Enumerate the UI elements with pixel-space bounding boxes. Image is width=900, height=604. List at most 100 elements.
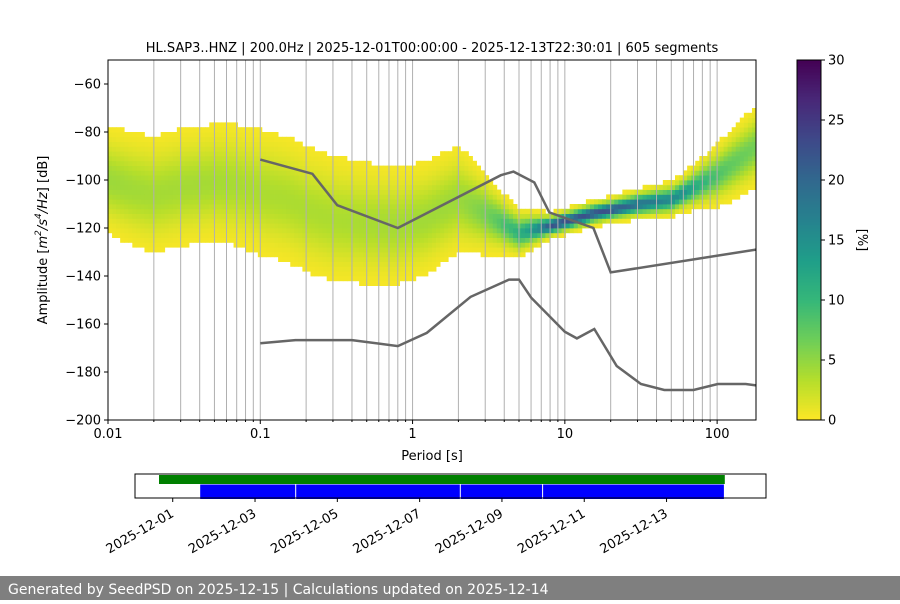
heatmap-cell bbox=[415, 199, 421, 205]
heatmap-cell bbox=[128, 184, 133, 190]
heatmap-cell bbox=[108, 136, 113, 142]
heatmap-cell bbox=[407, 271, 413, 277]
y-label-part-4: / bbox=[36, 224, 51, 231]
heatmap-cell bbox=[294, 252, 299, 258]
heatmap-cell bbox=[225, 146, 230, 152]
heatmap-cell bbox=[351, 271, 356, 277]
heatmap-cell bbox=[124, 156, 129, 162]
heatmap-cell bbox=[294, 184, 299, 190]
heatmap-cell bbox=[375, 237, 380, 243]
heatmap-cell bbox=[683, 175, 688, 181]
heatmap-cell bbox=[379, 242, 384, 248]
heatmap-cell bbox=[375, 280, 380, 286]
heatmap-cell bbox=[322, 218, 328, 224]
heatmap-cell bbox=[168, 204, 174, 210]
heatmap-cell bbox=[144, 199, 149, 205]
heatmap-cell bbox=[152, 204, 157, 210]
heatmap-cell bbox=[156, 232, 162, 238]
heatmap-cell bbox=[589, 199, 595, 205]
heatmap-cell bbox=[444, 256, 449, 262]
heatmap-cell bbox=[699, 194, 704, 200]
heatmap-cell bbox=[351, 242, 356, 248]
heatmap-cell bbox=[209, 132, 214, 138]
heatmap-cell bbox=[346, 252, 352, 258]
heatmap-cell bbox=[120, 237, 125, 243]
heatmap-cell bbox=[338, 242, 344, 248]
heatmap-cell bbox=[492, 247, 498, 253]
heatmap-cell bbox=[415, 180, 421, 186]
heatmap-cell bbox=[156, 242, 162, 248]
heatmap-cell bbox=[217, 127, 222, 133]
heatmap-cell bbox=[500, 247, 506, 253]
heatmap-cell bbox=[703, 156, 708, 162]
heatmap-cell bbox=[270, 156, 275, 162]
heatmap-cell bbox=[193, 156, 198, 162]
heatmap-cell bbox=[561, 218, 567, 224]
heatmap-cell bbox=[326, 266, 332, 272]
heatmap-cell bbox=[265, 252, 271, 258]
heatmap-cell bbox=[294, 180, 299, 186]
heatmap-cell bbox=[229, 180, 234, 186]
heatmap-cell bbox=[747, 151, 753, 157]
heatmap-cell bbox=[407, 276, 413, 282]
heatmap-cell bbox=[213, 213, 218, 219]
heatmap-cell bbox=[743, 127, 749, 133]
heatmap-cell bbox=[476, 223, 481, 229]
heatmap-cell bbox=[371, 208, 376, 214]
heatmap-cell bbox=[193, 141, 198, 147]
heatmap-cell bbox=[630, 194, 635, 200]
heatmap-cell bbox=[274, 208, 279, 214]
heatmap-cell bbox=[476, 242, 481, 248]
heatmap-cell bbox=[306, 266, 311, 272]
heatmap-cell bbox=[274, 151, 279, 157]
heatmap-cell bbox=[630, 213, 635, 219]
heatmap-cell bbox=[496, 242, 502, 248]
heatmap-cell bbox=[124, 213, 129, 219]
heatmap-cell bbox=[662, 194, 668, 200]
heatmap-cell bbox=[739, 141, 745, 147]
heatmap-cell bbox=[351, 223, 356, 229]
heatmap-cell bbox=[270, 136, 275, 142]
heatmap-cell bbox=[391, 252, 396, 258]
heatmap-cell bbox=[699, 156, 704, 162]
heatmap-cell bbox=[359, 228, 364, 234]
colorbar-segment bbox=[797, 126, 821, 130]
heatmap-cell bbox=[432, 156, 437, 162]
heatmap-cell bbox=[355, 180, 360, 186]
heatmap-cell bbox=[265, 184, 271, 190]
heatmap-cell bbox=[444, 194, 449, 200]
heatmap-cell bbox=[464, 175, 469, 181]
heatmap-cell bbox=[108, 151, 113, 157]
heatmap-cell bbox=[322, 261, 328, 267]
heatmap-cell bbox=[383, 189, 388, 195]
heatmap-cell bbox=[585, 218, 591, 224]
heatmap-cell bbox=[168, 228, 174, 234]
heatmap-cell bbox=[116, 218, 121, 224]
heatmap-cell bbox=[699, 180, 704, 186]
heatmap-cell bbox=[735, 194, 741, 200]
heatmap-cell bbox=[136, 151, 141, 157]
heatmap-cell bbox=[626, 213, 631, 219]
heatmap-cell bbox=[444, 208, 449, 214]
colorbar-segment bbox=[797, 180, 821, 184]
heatmap-cell bbox=[432, 228, 437, 234]
heatmap-cell bbox=[500, 232, 506, 238]
heatmap-cell bbox=[213, 237, 218, 243]
heatmap-cell bbox=[201, 170, 206, 176]
heatmap-cell bbox=[472, 242, 477, 248]
heatmap-cell bbox=[286, 247, 291, 253]
colorbar-segment bbox=[797, 342, 821, 346]
heatmap-cell bbox=[221, 218, 226, 224]
heatmap-cell bbox=[184, 199, 190, 205]
heatmap-cell bbox=[504, 208, 510, 214]
heatmap-cell bbox=[367, 184, 372, 190]
heatmap-cell bbox=[205, 141, 210, 147]
heatmap-cell bbox=[342, 276, 348, 282]
heatmap-cell bbox=[415, 223, 421, 229]
heatmap-cell bbox=[233, 204, 238, 210]
heatmap-cell bbox=[310, 151, 315, 157]
heatmap-cell bbox=[310, 271, 315, 277]
heatmap-cell bbox=[108, 146, 113, 152]
heatmap-cell bbox=[136, 156, 141, 162]
heatmap-cell bbox=[423, 228, 429, 234]
